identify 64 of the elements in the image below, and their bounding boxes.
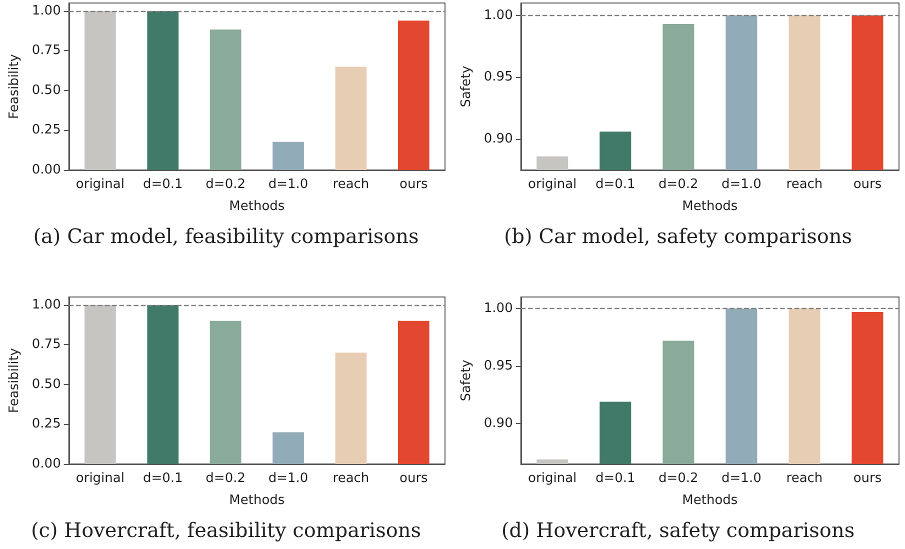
x-tick-label: d=1.0 [268, 177, 308, 192]
bar [272, 142, 304, 170]
x-tick-label: d=1.0 [722, 471, 762, 486]
x-axis-title: Methods [229, 493, 285, 508]
x-tick-label: original [76, 471, 124, 486]
bar [335, 352, 367, 464]
x-tick-label: reach [786, 471, 823, 486]
x-tick-label: d=0.1 [142, 471, 183, 486]
bar [84, 304, 116, 464]
y-axis-title: Feasibility [7, 348, 22, 413]
x-tick-label: d=0.2 [206, 471, 246, 486]
x-axis-title: Methods [682, 199, 738, 214]
y-tick-label: 1.00 [484, 8, 513, 23]
text: (b) Car model, safety comparisons [504, 224, 852, 248]
x-axis-title: Methods [682, 493, 738, 508]
y-tick-label: 0.00 [32, 162, 61, 178]
x-tick-label: original [528, 177, 577, 192]
x-tick-label: original [76, 177, 124, 192]
x-tick-label: d=0.1 [142, 177, 183, 192]
bar [147, 10, 179, 170]
y-tick-label: 0.25 [32, 122, 61, 138]
bar [147, 304, 179, 464]
x-tick-label: ours [853, 471, 882, 486]
x-tick-label: reach [786, 177, 823, 192]
x-tick-label: reach [332, 471, 370, 486]
text: (d) Hovercraft, safety comparisons [501, 518, 855, 542]
bar [398, 20, 430, 170]
x-tick-label: d=0.1 [595, 471, 636, 486]
bar [84, 10, 116, 170]
bar [272, 432, 304, 464]
x-tick-label: original [528, 471, 577, 486]
bar [210, 30, 242, 170]
y-tick-label: 1.00 [32, 3, 61, 18]
y-axis-title: Feasibility [7, 54, 22, 119]
y-tick-label: 0.75 [32, 43, 61, 58]
y-tick-label: 0.90 [484, 132, 513, 147]
y-tick-label: 0.95 [484, 70, 513, 85]
x-tick-label: d=0.2 [206, 177, 246, 192]
y-tick-label: 0.75 [32, 337, 61, 352]
y-tick-label: 1.00 [32, 297, 61, 312]
x-tick-label: d=0.2 [658, 177, 698, 192]
x-tick-label: reach [332, 177, 370, 192]
x-tick-label: d=1.0 [722, 177, 762, 192]
x-tick-label: ours [853, 177, 882, 192]
x-tick-label: d=0.2 [658, 471, 698, 486]
y-tick-label: 0.90 [484, 416, 513, 432]
bar [210, 320, 242, 464]
bar [398, 320, 430, 464]
x-tick-label: d=1.0 [268, 471, 308, 486]
y-tick-label: 0.50 [32, 376, 61, 392]
y-tick-label: 1.00 [484, 301, 513, 316]
y-tick-label: 0.00 [32, 456, 61, 472]
x-tick-label: d=0.1 [595, 177, 636, 192]
text: (a) Car model, feasibility comparisons [33, 224, 419, 248]
bar [335, 66, 367, 170]
y-axis-title: Safety [459, 65, 474, 108]
y-axis-title: Safety [459, 359, 474, 402]
x-axis-title: Methods [229, 199, 285, 214]
x-tick-label: ours [400, 177, 428, 192]
y-tick-label: 0.50 [32, 82, 61, 98]
y-tick-label: 0.25 [32, 416, 61, 432]
x-tick-label: ours [400, 471, 428, 486]
text: (c) Hovercraft, feasibility comparisons [30, 518, 422, 542]
y-tick-label: 0.95 [484, 358, 513, 374]
